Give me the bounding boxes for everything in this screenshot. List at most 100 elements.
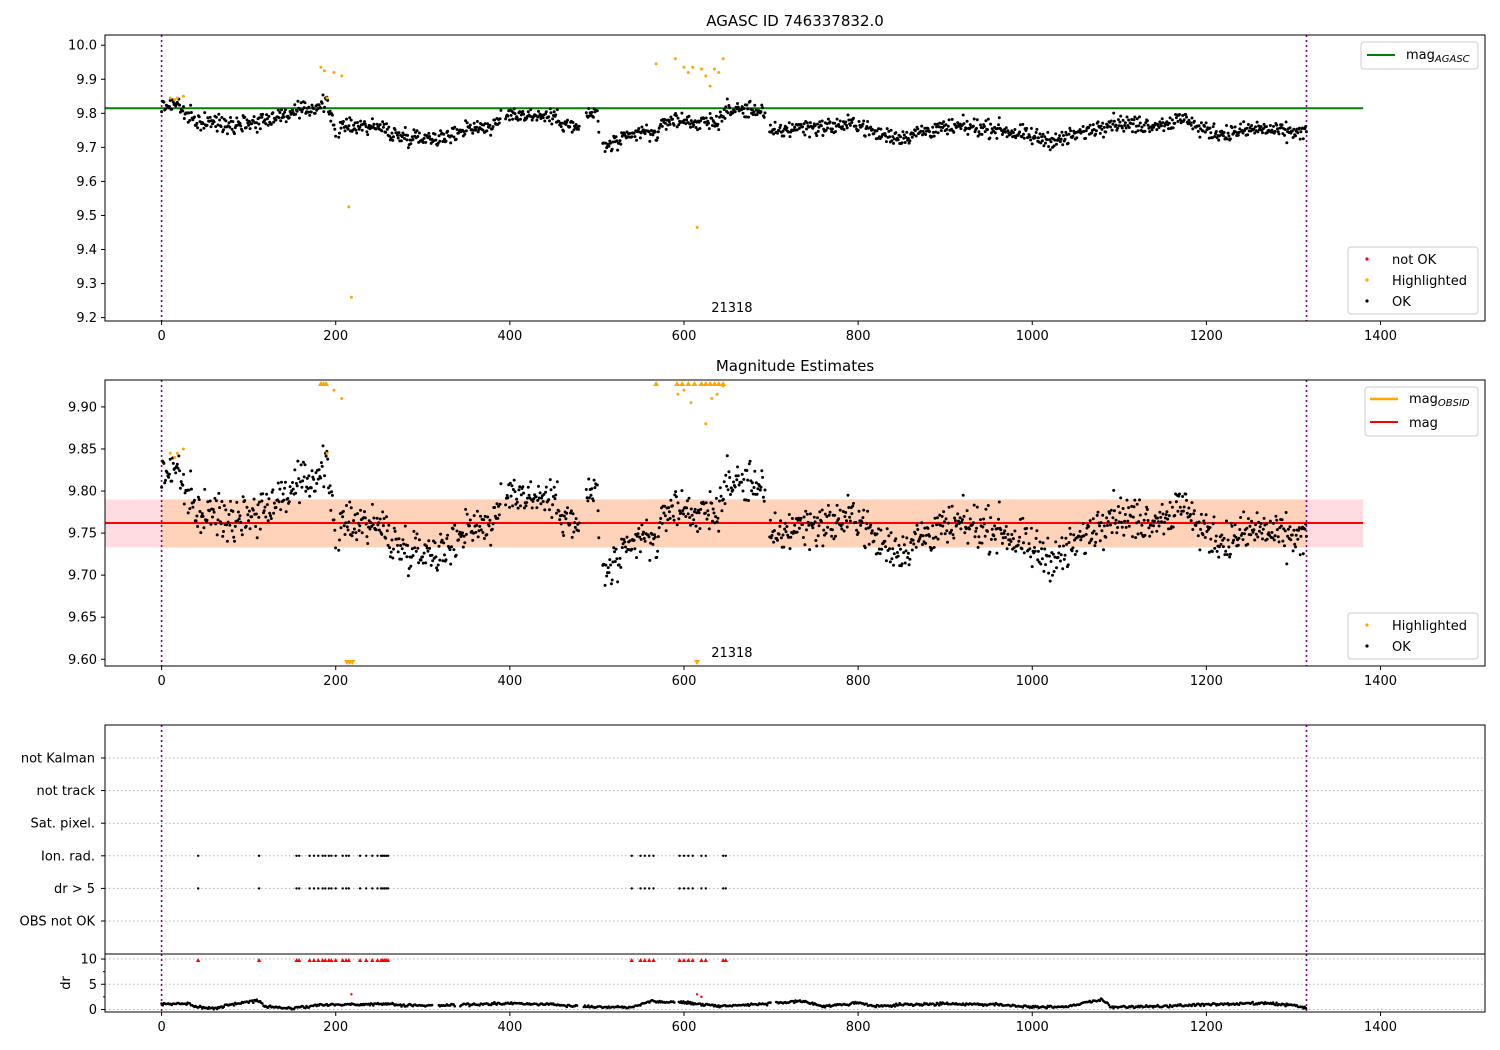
panel1-ok-point [803, 133, 807, 137]
panel1-ok-point [689, 125, 692, 129]
panel1-ok-point [1248, 126, 1252, 130]
panel2-ok-point [973, 535, 977, 539]
panel2-ok-point [1033, 546, 1036, 549]
panel2-ok-point [596, 509, 600, 513]
legend-highlighted-label: Highlighted [1392, 274, 1467, 289]
panel2-ok-point [724, 473, 728, 477]
panel2-ok-point [1215, 549, 1219, 553]
panel1-ok-point [1138, 115, 1141, 119]
panel2-ok-point [1150, 530, 1154, 534]
panel1-ok-point [964, 127, 968, 131]
panel2-ok-point [642, 537, 646, 540]
panel2-ok-point [1094, 532, 1098, 536]
panel2-ok-point [964, 527, 968, 531]
panel2-ok-point [339, 526, 343, 530]
panel1-ok-point [1053, 138, 1057, 142]
panel1-ok-point [287, 116, 291, 120]
panel2-ok-point [1174, 500, 1178, 504]
panel2-ok-point [1203, 536, 1207, 539]
panel2-ok-point [291, 481, 294, 484]
panel2-xtick-label-2: 400 [497, 674, 522, 689]
panel1-highlighted-point [682, 65, 686, 69]
panel1-ok-point [1294, 134, 1297, 138]
panel1-ok-point [1250, 124, 1254, 127]
flag-point [386, 854, 390, 857]
dr-point [261, 1002, 264, 1005]
panel2-ok-point [850, 512, 854, 516]
panel1-ok-point [1065, 133, 1069, 137]
panel1-ok-point [1101, 121, 1105, 125]
panel1-ok-point [293, 103, 297, 107]
panel2-ok-point [225, 539, 229, 543]
panel2-ok-point [911, 538, 915, 542]
panel2-ok-point [787, 513, 791, 516]
panel2-ok-point [818, 510, 822, 514]
panel1-ok-point [819, 124, 823, 128]
panel2-ok-point [921, 534, 925, 538]
dr-xtick-label-5: 1000 [1016, 1020, 1049, 1035]
panel1-obsid-label: 21318 [711, 301, 752, 316]
flag-point [630, 887, 633, 890]
panel2-ok-point [939, 523, 942, 527]
panel2-ok-point [1246, 517, 1250, 521]
panel1-ok-point [611, 140, 615, 144]
dr-point [685, 1002, 689, 1005]
panel1-ok-point [1280, 123, 1284, 127]
flag-point [257, 887, 261, 890]
panel1-ok-point [424, 140, 428, 144]
panel2-ok-point [942, 510, 946, 514]
panel2-ok-point [725, 484, 729, 488]
panel2-ok-point [723, 502, 727, 506]
panel2-ok-point [947, 505, 951, 509]
dr-ytick-label-2: 0 [89, 1003, 97, 1018]
panel1-ok-point [1062, 134, 1065, 137]
panel2-ok-point [419, 558, 423, 562]
panel1-ok-point [616, 148, 620, 152]
panel2-ok-point [441, 559, 445, 563]
panel2-ok-point [205, 518, 209, 522]
panel1-ok-point [530, 118, 534, 122]
panel2-ok-point [1051, 552, 1055, 556]
panel2-ok-point [1236, 543, 1240, 547]
panel1-ok-point [197, 115, 201, 119]
panel2-ok-point [1075, 549, 1079, 553]
panel1-ok-point [724, 105, 728, 109]
panel1-ok-point [808, 121, 812, 125]
panel1-ok-point [201, 122, 205, 126]
panel2-ok-point [162, 461, 166, 465]
panel2-ok-point [1173, 514, 1177, 517]
panel1-ok-point [651, 133, 655, 137]
panel2-ok-point [308, 494, 312, 498]
dr-axis-label: dr [59, 976, 74, 990]
panel2-ok-point [819, 520, 823, 524]
panel1-ok-point [1091, 123, 1095, 127]
panel2-ok-point [1000, 541, 1004, 545]
panel2-ok-point [317, 468, 321, 472]
dr-offscale-marker [638, 958, 643, 963]
legend-mag-obsid-label: magOBSID [1409, 392, 1470, 409]
panel1-ok-point [854, 124, 858, 128]
panel1-ok-point [498, 117, 502, 121]
panel1-ok-point [1207, 136, 1211, 140]
panel2-ok-point [491, 522, 495, 526]
panel2-ok-point [1051, 573, 1054, 577]
panel1-ok-point [1100, 127, 1104, 131]
panel1-ytick-label-3: 9.7 [76, 141, 97, 156]
panel1-ok-point [381, 125, 385, 129]
panel2-ok-point [622, 538, 626, 541]
panel2-ok-point [309, 486, 313, 490]
panel2-ok-point [663, 504, 667, 508]
panel2-ok-point [421, 555, 424, 559]
panel1-highlighted-point [704, 74, 708, 78]
panel2-ok-point [707, 513, 710, 517]
panel2-ok-point [440, 538, 444, 542]
panel2-ok-point [816, 516, 819, 520]
panel2-ok-point [1226, 538, 1230, 542]
panel2-ok-point [620, 546, 624, 550]
panel2-ok-point [919, 533, 923, 537]
panel2-ok-point [912, 542, 916, 546]
panel2-ok-point [547, 498, 551, 502]
panel2-ok-point [263, 505, 267, 509]
panel2-ok-point [535, 506, 539, 510]
panel2-ok-point [323, 474, 327, 478]
